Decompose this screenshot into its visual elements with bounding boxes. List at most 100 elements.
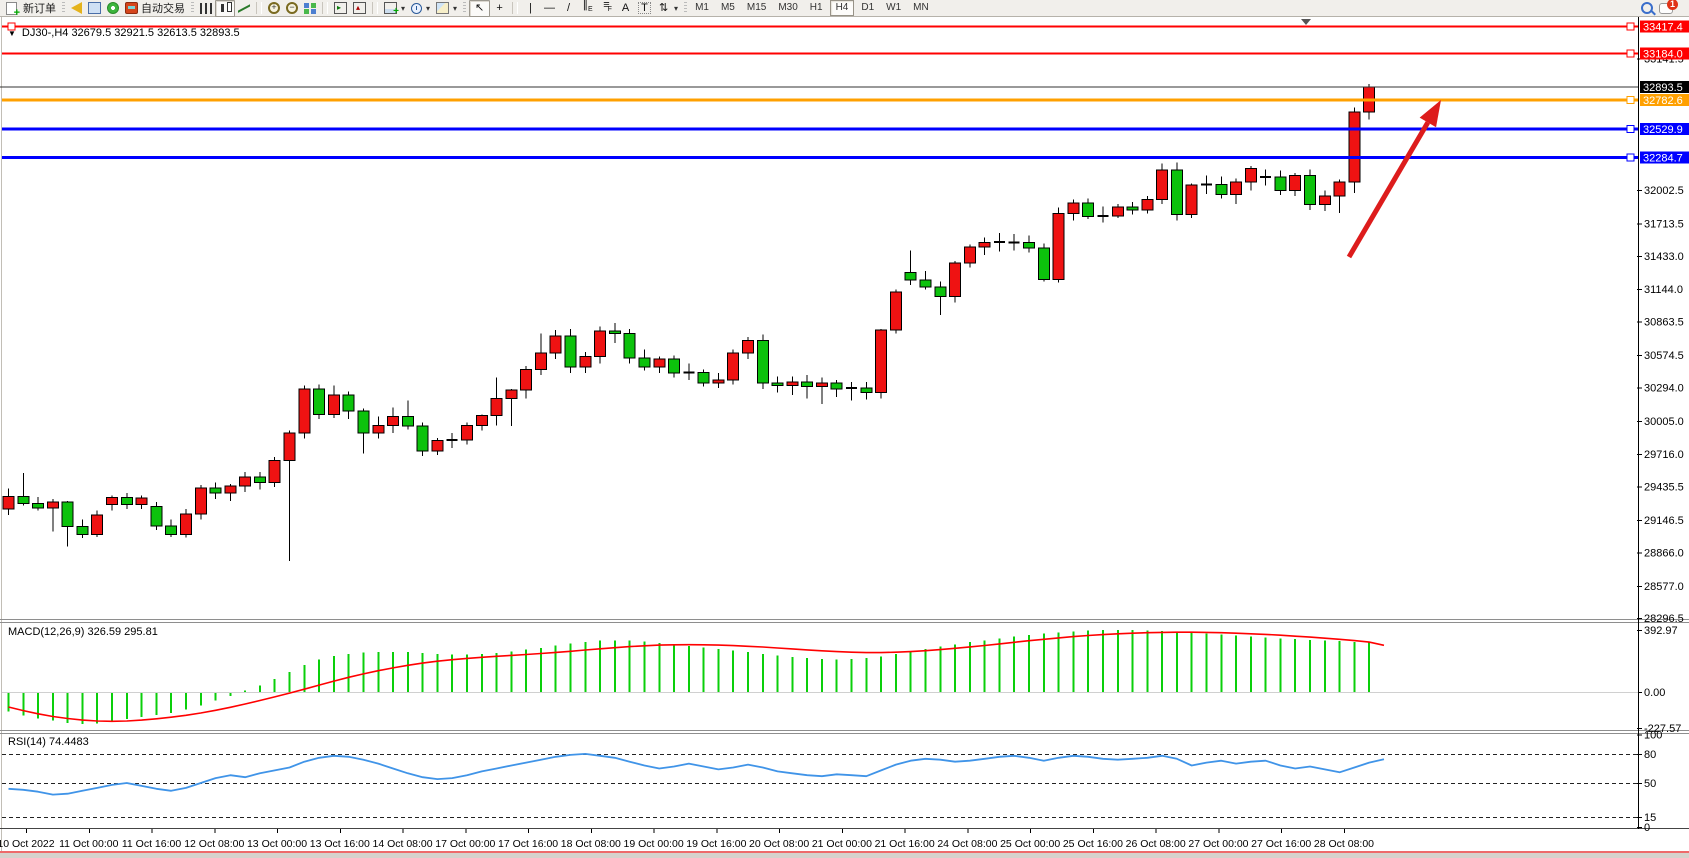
new-order-button[interactable]: 新订单 [3, 1, 59, 18]
toolbar-separator [256, 2, 262, 14]
text-button[interactable]: A [616, 1, 635, 16]
svg-text:28 Oct 08:00: 28 Oct 08:00 [1314, 838, 1374, 850]
bar-chart-button[interactable] [197, 1, 215, 16]
timeframe-button-W1[interactable]: W1 [886, 2, 902, 13]
crosshair-button[interactable]: + [490, 1, 509, 16]
arrows-icon: ⇅ [658, 2, 669, 14]
tile-windows-icon [304, 2, 316, 14]
svg-text:27 Oct 00:00: 27 Oct 00:00 [1188, 838, 1248, 850]
zoom-in-button[interactable]: + [265, 1, 283, 16]
chart-shift-marker[interactable] [1301, 19, 1311, 25]
svg-text:32782.6: 32782.6 [1643, 95, 1683, 107]
timeframe-buttons: M1 M5 M15 M30 H1 H4 D1 W1 MN [690, 0, 934, 16]
svg-text:17 Oct 16:00: 17 Oct 16:00 [498, 838, 558, 850]
svg-text:31144.0: 31144.0 [1644, 284, 1683, 296]
svg-text:31713.5: 31713.5 [1644, 218, 1684, 230]
svg-text:15: 15 [1644, 812, 1656, 824]
timeframe-button-H1[interactable]: H1 [809, 2, 823, 13]
timeframe-button-M15[interactable]: M15 [746, 2, 767, 13]
fibonacci-button[interactable]: ≡F [597, 0, 616, 16]
vertical-line-button[interactable]: | [521, 1, 540, 16]
svg-text:29146.5: 29146.5 [1644, 515, 1684, 527]
timeframe-button-M1[interactable]: M1 [695, 2, 709, 13]
toolbar-separator [684, 2, 688, 14]
toolbar-separator [512, 2, 519, 14]
chart-title: ▼ DJ30-,H4 32679.5 32921.5 32613.5 32893.… [8, 27, 240, 39]
tile-windows-button[interactable] [301, 1, 319, 16]
svg-text:14 Oct 08:00: 14 Oct 08:00 [372, 838, 432, 850]
zoom-out-button[interactable]: − [283, 1, 301, 16]
fibonacci-icon: ≡F [603, 0, 612, 14]
svg-text:392.97: 392.97 [1644, 625, 1678, 637]
svg-text:13 Oct 00:00: 13 Oct 00:00 [247, 838, 307, 850]
timeframe-button-MN[interactable]: MN [913, 2, 929, 13]
zoom-in-icon: + [268, 2, 280, 14]
trendline-button[interactable]: / [559, 1, 578, 16]
svg-text:20 Oct 08:00: 20 Oct 08:00 [749, 838, 809, 850]
signal-icon [107, 2, 119, 14]
indicator-subwindow-icon [353, 2, 366, 14]
text-icon: A [621, 2, 630, 14]
svg-text:28296.5: 28296.5 [1644, 613, 1684, 625]
macd-indicator-label: MACD(12,26,9) 326.59 295.81 [8, 626, 158, 638]
horizontal-lines[interactable] [0, 22, 1638, 162]
indicator-subwindow-button[interactable] [350, 1, 369, 16]
chart-title-text: DJ30-,H4 32679.5 32921.5 32613.5 32893.5 [21, 27, 240, 39]
channel-button[interactable]: ∥E [578, 0, 597, 16]
templates-button[interactable]: ▾ [433, 1, 460, 16]
timeframe-button-D1[interactable]: D1 [861, 2, 875, 13]
line-chart-icon [238, 2, 250, 14]
svg-text:30294.0: 30294.0 [1644, 382, 1684, 394]
alerts-button[interactable] [68, 1, 85, 16]
indicator-window-button[interactable] [331, 1, 350, 16]
chevron-down-icon: ▾ [401, 3, 406, 13]
periods-button[interactable]: ▾ [408, 1, 433, 16]
svg-text:13 Oct 16:00: 13 Oct 16:00 [310, 838, 370, 850]
new-order-icon [6, 2, 20, 18]
svg-text:32002.5: 32002.5 [1644, 185, 1684, 197]
text-label-icon: T [638, 2, 652, 14]
rsi-indicator-label: RSI(14) 74.4483 [8, 736, 89, 748]
svg-text:32529.9: 32529.9 [1643, 124, 1683, 136]
price-axis[interactable]: 33141.532002.531713.531433.031144.030863… [1637, 53, 1684, 834]
vertical-line-icon: | [529, 2, 532, 14]
candlestick-chart-button[interactable] [215, 0, 235, 17]
svg-text:32284.7: 32284.7 [1643, 152, 1683, 164]
search-button[interactable] [1638, 1, 1656, 16]
clock-icon [411, 2, 423, 14]
chart-menu-triangle-icon[interactable]: ▼ [8, 29, 16, 38]
trend-arrow-annotation[interactable] [1346, 100, 1441, 259]
text-label-button[interactable]: T [635, 1, 654, 16]
sound-icon [71, 2, 82, 14]
cursor-icon: ↖ [474, 2, 485, 14]
crosshair-icon: + [496, 2, 503, 14]
svg-text:24 Oct 08:00: 24 Oct 08:00 [937, 838, 997, 850]
add-indicator-button[interactable]: ▾ [381, 1, 408, 17]
notifications-button[interactable]: 1 [1656, 0, 1678, 16]
svg-text:19 Oct 00:00: 19 Oct 00:00 [624, 838, 684, 850]
timeframe-button-H4[interactable]: H4 [829, 0, 855, 16]
window-icon [88, 2, 101, 14]
timeframe-button-M30[interactable]: M30 [778, 2, 798, 13]
svg-text:27 Oct 16:00: 27 Oct 16:00 [1251, 838, 1311, 850]
arrows-button[interactable]: ⇅ ▾ [654, 1, 681, 16]
svg-text:-227.57: -227.57 [1644, 723, 1681, 735]
signals-button[interactable] [104, 1, 122, 16]
market-watch-button[interactable] [85, 1, 104, 16]
svg-text:19 Oct 16:00: 19 Oct 16:00 [686, 838, 746, 850]
time-axis[interactable]: 10 Oct 2022 11 Oct 00:00 11 Oct 16:00 12 Oc… [0, 829, 1374, 850]
auto-trading-button[interactable]: 自动交易 [122, 1, 188, 16]
svg-text:32893.5: 32893.5 [1643, 82, 1683, 94]
bar-chart-icon [200, 2, 212, 14]
candlestick-icon [219, 2, 232, 14]
cursor-button[interactable]: ↖ [469, 0, 491, 17]
auto-trading-label: 自动交易 [141, 3, 185, 15]
horizontal-line-button[interactable]: — [540, 1, 559, 16]
timeframe-button-M5[interactable]: M5 [720, 2, 735, 13]
svg-text:12 Oct 08:00: 12 Oct 08:00 [184, 838, 244, 850]
svg-text:29435.5: 29435.5 [1644, 482, 1684, 494]
chat-bubble-icon: 1 [1659, 0, 1678, 14]
line-chart-button[interactable] [235, 1, 253, 16]
